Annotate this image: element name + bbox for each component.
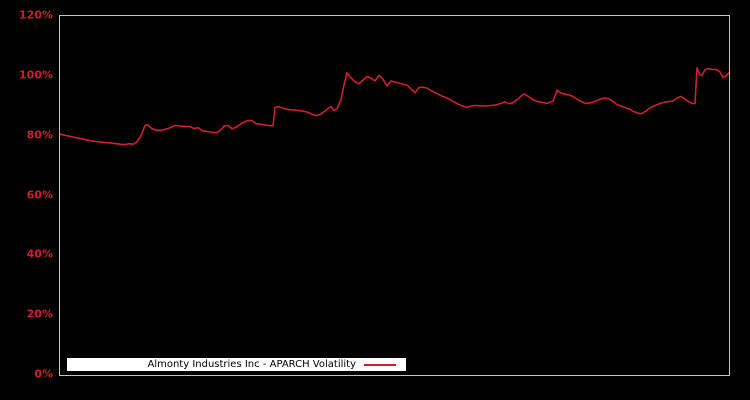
y-axis-tick-label: 120%: [19, 8, 53, 22]
y-axis-tick-label: 60%: [26, 188, 53, 201]
y-axis-tick-label: 0%: [34, 367, 53, 381]
legend: Almonty Industries Inc - APARCH Volatili…: [67, 358, 406, 371]
legend-line-sample-icon: [364, 363, 396, 366]
y-axis-tick-label: 80%: [26, 128, 53, 142]
volatility-line: [60, 66, 729, 146]
y-axis-tick-label: 20%: [26, 307, 53, 321]
volatility-line-svg: [60, 66, 729, 146]
y-axis-tick-label: 100%: [19, 68, 53, 82]
plot-area: Almonty Industries Inc - APARCH Volatili…: [59, 15, 730, 376]
legend-label: Almonty Industries Inc - APARCH Volatili…: [147, 359, 356, 370]
y-axis-tick-label: 40%: [26, 247, 53, 261]
